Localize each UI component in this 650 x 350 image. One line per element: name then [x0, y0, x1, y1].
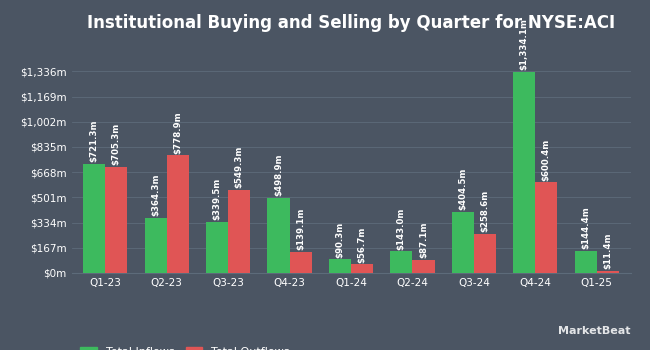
Text: MarketBeat: MarketBeat: [558, 326, 630, 336]
Bar: [105, 167, 127, 273]
Bar: [206, 222, 228, 273]
Bar: [289, 252, 312, 273]
Title: Institutional Buying and Selling by Quarter for NYSE:ACI: Institutional Buying and Selling by Quar…: [87, 14, 615, 32]
Bar: [329, 259, 351, 273]
Text: $404.5m: $404.5m: [458, 168, 467, 210]
Text: $258.6m: $258.6m: [480, 190, 489, 232]
Bar: [474, 234, 496, 273]
Bar: [228, 190, 250, 273]
Text: $144.4m: $144.4m: [581, 206, 590, 250]
Text: $721.3m: $721.3m: [90, 120, 99, 162]
Text: $705.3m: $705.3m: [112, 122, 121, 165]
Text: $498.9m: $498.9m: [274, 153, 283, 196]
Bar: [144, 218, 166, 273]
Text: $364.3m: $364.3m: [151, 174, 160, 216]
Text: $1,334.1m: $1,334.1m: [520, 18, 528, 70]
Bar: [413, 260, 435, 273]
Bar: [452, 212, 474, 273]
Text: $778.9m: $778.9m: [174, 111, 182, 154]
Text: $56.7m: $56.7m: [358, 226, 367, 262]
Text: $87.1m: $87.1m: [419, 222, 428, 258]
Text: $139.1m: $139.1m: [296, 208, 305, 250]
Bar: [83, 164, 105, 273]
Bar: [351, 265, 373, 273]
Bar: [267, 198, 289, 273]
Bar: [390, 251, 413, 273]
Text: $11.4m: $11.4m: [603, 233, 612, 270]
Text: $600.4m: $600.4m: [542, 138, 551, 181]
Bar: [536, 182, 558, 273]
Text: $339.5m: $339.5m: [213, 178, 222, 220]
Text: $549.3m: $549.3m: [235, 146, 244, 188]
Text: $90.3m: $90.3m: [335, 221, 345, 258]
Legend: Total Inflows, Total Outflows: Total Inflows, Total Outflows: [77, 343, 293, 350]
Bar: [575, 251, 597, 273]
Text: $143.0m: $143.0m: [397, 207, 406, 250]
Bar: [513, 72, 536, 273]
Bar: [166, 155, 189, 273]
Bar: [597, 271, 619, 273]
